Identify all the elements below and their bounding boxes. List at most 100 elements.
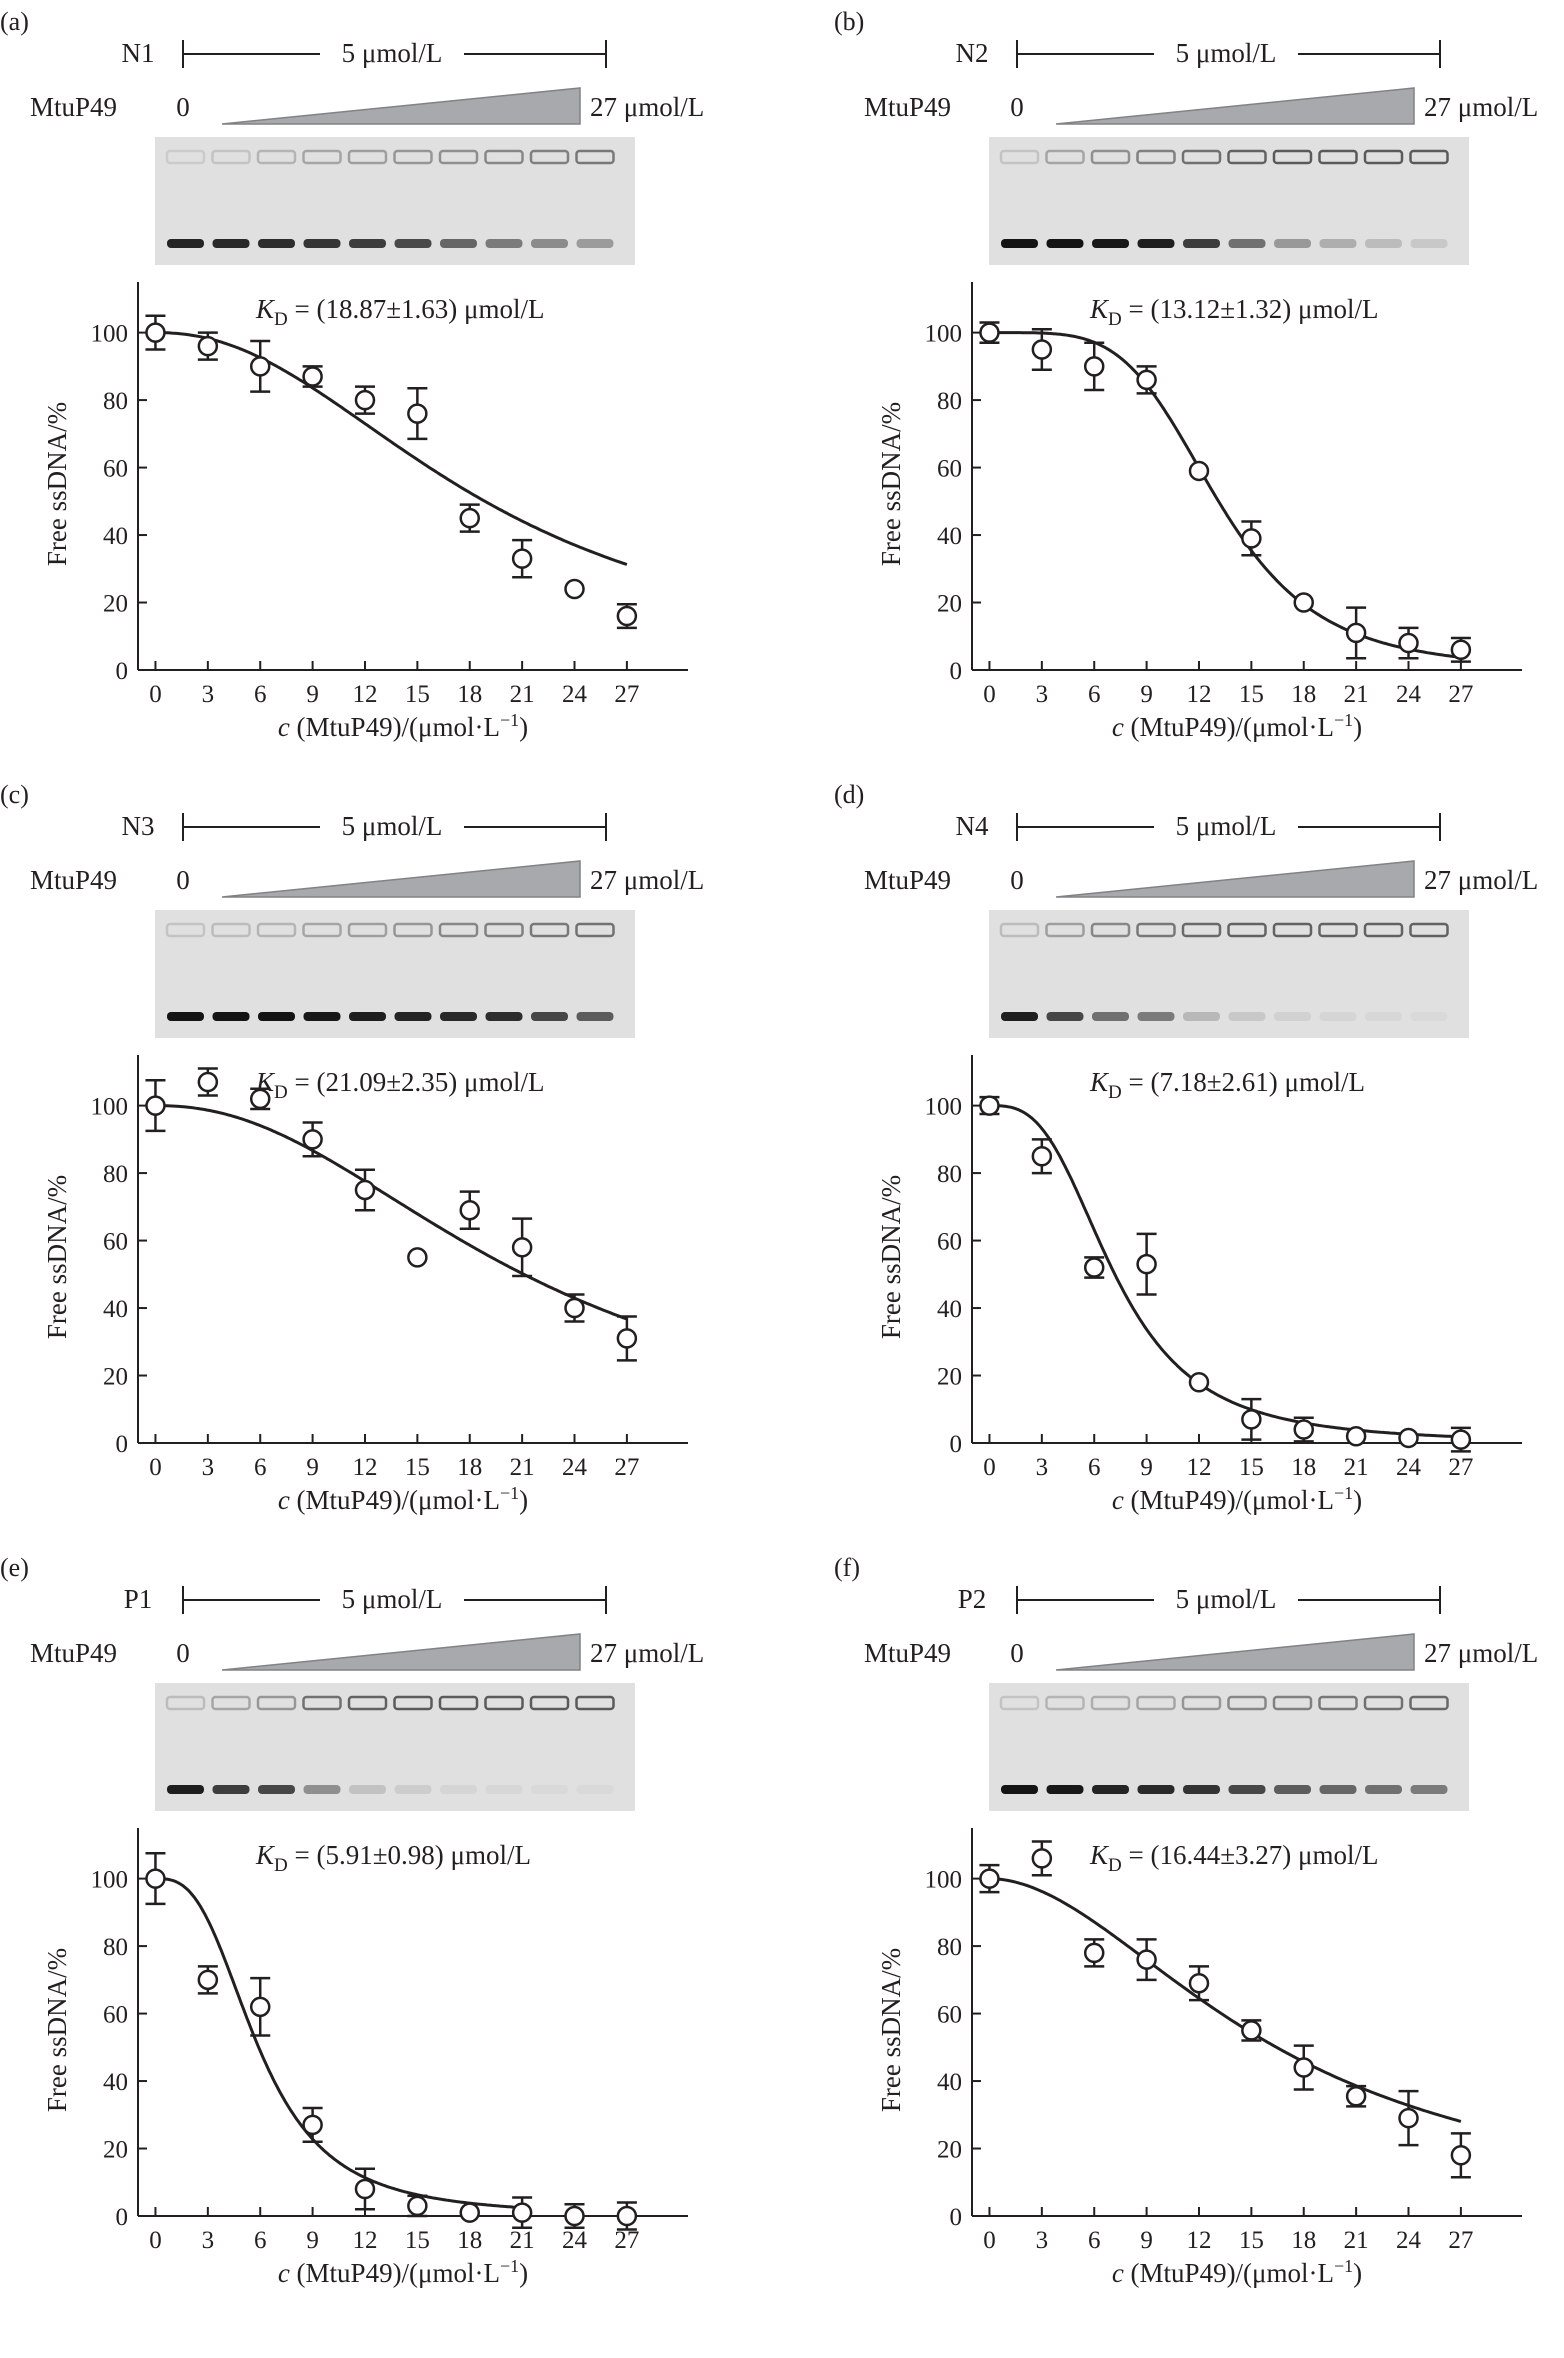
- gel-free-band: [1319, 1785, 1357, 1794]
- data-point: [979, 1095, 1000, 1116]
- gel-free-band: [258, 1012, 295, 1021]
- x-tick-label: 18: [1291, 681, 1316, 708]
- y-tick-label: 20: [103, 1364, 128, 1391]
- y-tick-label: 40: [103, 523, 128, 550]
- gel-free-band: [440, 1012, 477, 1021]
- gel-well-band: [1272, 149, 1313, 165]
- x-tick-label: 0: [983, 1454, 996, 1481]
- fit-curve: [989, 1104, 1461, 1439]
- gel-free-band: [1365, 1012, 1402, 1021]
- protein-gradient-wedge: [221, 1633, 581, 1671]
- data-point: [616, 605, 638, 627]
- fit-curve: [155, 1104, 628, 1321]
- y-tick-label: 100: [91, 1867, 129, 1894]
- gel-free-band: [167, 239, 204, 248]
- y-axis-label: Free ssDNA/%: [42, 1948, 72, 2112]
- data-point: [1188, 1372, 1210, 1393]
- gel-well-band: [1363, 149, 1404, 165]
- y-tick-label: 100: [925, 1094, 963, 1121]
- panel-letter: (b): [834, 7, 864, 36]
- substrate-label: N3: [122, 811, 155, 841]
- y-axis-label: Free ssDNA/%: [42, 402, 72, 566]
- data-point: [616, 1328, 638, 1349]
- gel-well-band: [211, 149, 251, 165]
- y-axis-label: Free ssDNA/%: [876, 1175, 906, 1339]
- protein-gradient-wedge: [221, 87, 581, 125]
- protein-label: MtuP49: [864, 1638, 951, 1668]
- gel-free-band: [349, 239, 386, 248]
- gel-well-band: [438, 922, 479, 938]
- y-tick-label: 0: [950, 2204, 963, 2231]
- gel-free-band: [1092, 1785, 1129, 1794]
- constant-concentration-label: 5 μmol/L: [342, 811, 443, 841]
- gel-free-band: [440, 239, 477, 248]
- x-tick-label: 9: [306, 681, 319, 708]
- y-axis-label: Free ssDNA/%: [876, 1948, 906, 2112]
- gel-well-band: [999, 149, 1040, 165]
- x-tick-label: 15: [1239, 1454, 1264, 1481]
- protein-label: MtuP49: [864, 865, 951, 895]
- substrate-label: P2: [958, 1584, 987, 1614]
- data-point: [1136, 1949, 1157, 1970]
- gel-free-band: [394, 1012, 432, 1021]
- data-point: [1398, 1427, 1419, 1449]
- x-tick-label: 6: [254, 2227, 267, 2254]
- gel-free-band: [576, 239, 614, 248]
- x-tick-label: 3: [202, 2227, 215, 2254]
- gel-well-band: [347, 922, 388, 938]
- x-tick-label: 12: [352, 2227, 377, 2254]
- gel-free-band: [576, 1785, 614, 1794]
- data-point: [197, 1969, 219, 1991]
- x-tick-label: 6: [1088, 2227, 1101, 2254]
- data-point: [1450, 639, 1472, 661]
- x-axis-label: c (MtuP49)/(μmol·L−1): [278, 2256, 528, 2288]
- y-tick-label: 80: [103, 388, 128, 415]
- x-tick-label: 15: [1239, 2227, 1264, 2254]
- gel-free-band: [531, 239, 568, 248]
- x-tick-label: 0: [149, 1454, 162, 1481]
- x-tick-label: 24: [1396, 1454, 1422, 1481]
- x-tick-label: 18: [457, 1454, 482, 1481]
- data-point: [459, 507, 480, 529]
- gel-free-band: [1319, 239, 1357, 248]
- data-point: [511, 548, 533, 569]
- gel-well-band: [575, 922, 615, 938]
- y-tick-label: 20: [103, 2137, 128, 2164]
- gel-well-band: [393, 1695, 433, 1711]
- y-tick-label: 80: [103, 1161, 128, 1188]
- gel-free-band: [1137, 1012, 1175, 1021]
- gel-well-band: [529, 1695, 570, 1711]
- x-tick-label: 27: [1448, 2227, 1473, 2254]
- y-tick-label: 40: [937, 523, 962, 550]
- data-point: [302, 2114, 323, 2136]
- gel-free-band: [1228, 239, 1266, 248]
- gel-free-band: [1410, 1012, 1448, 1021]
- x-tick-label: 6: [254, 1454, 267, 1481]
- constant-concentration-label: 5 μmol/L: [1176, 1584, 1277, 1614]
- gel-well-band: [1409, 922, 1449, 938]
- gel-free-band: [394, 1785, 432, 1794]
- gel-well-band: [1318, 1695, 1358, 1711]
- data-point: [511, 2202, 533, 2223]
- gradient-start-label: 0: [1010, 1638, 1024, 1668]
- x-tick-label: 3: [202, 681, 215, 708]
- gel-free-band: [1183, 239, 1220, 248]
- x-tick-label: 9: [1140, 681, 1153, 708]
- data-point: [145, 1095, 166, 1116]
- data-point: [407, 2195, 428, 2217]
- x-tick-label: 9: [306, 2227, 319, 2254]
- kd-annotation: KD = (16.44±3.27) μmol/L: [1089, 1840, 1379, 1876]
- y-tick-label: 20: [103, 591, 128, 618]
- x-axis-label: c (MtuP49)/(μmol·L−1): [1112, 1483, 1362, 1515]
- kd-annotation: KD = (13.12±1.32) μmol/L: [1089, 294, 1379, 330]
- gel-well-band: [393, 149, 433, 165]
- y-tick-label: 0: [116, 1431, 129, 1458]
- data-point: [564, 578, 585, 600]
- substrate-label: P1: [124, 1584, 153, 1614]
- fit-curve: [155, 1877, 523, 2210]
- gel-free-band: [485, 1785, 523, 1794]
- y-tick-label: 100: [91, 1094, 129, 1121]
